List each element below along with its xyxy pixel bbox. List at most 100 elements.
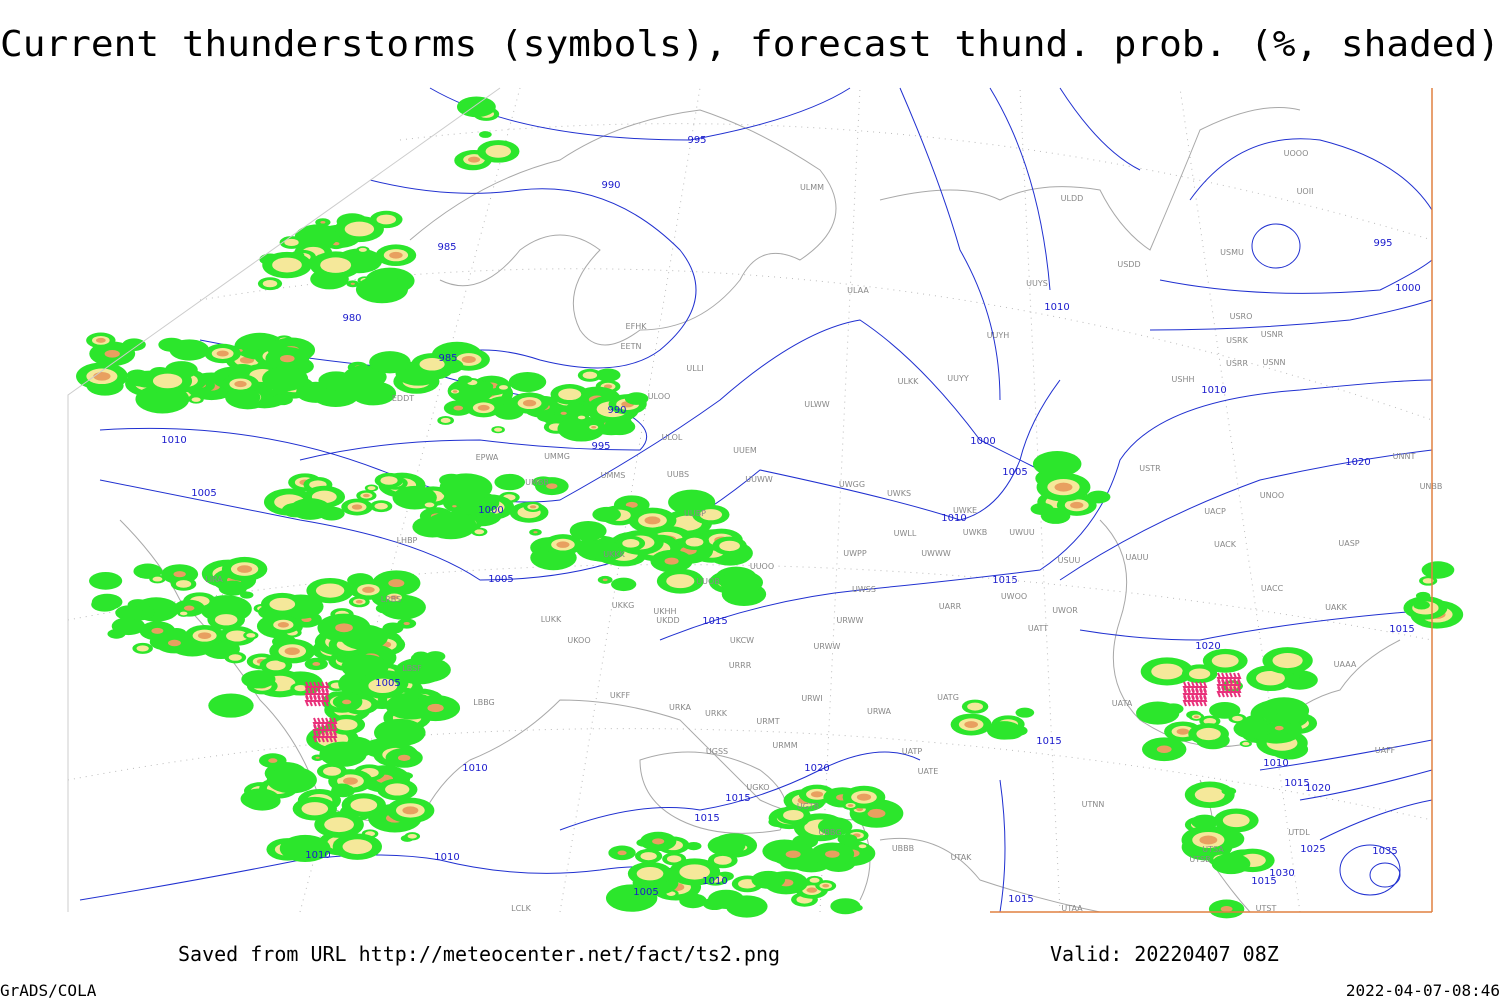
isobar-label: 1030	[1269, 868, 1294, 879]
isobar-label: 1005	[1002, 467, 1027, 478]
station-label: UKFF	[610, 691, 631, 700]
probability-area	[397, 754, 411, 761]
probability-area	[664, 557, 679, 565]
station-label: UAUU	[1125, 553, 1148, 562]
station-label: UMMG	[544, 452, 570, 461]
station-label: URRR	[729, 661, 752, 670]
station-label: UNOO	[1260, 491, 1284, 500]
station-label: UWLL	[894, 529, 917, 538]
isobar-label: 1005	[488, 574, 513, 585]
station-label: UWKB	[963, 528, 988, 537]
probability-area	[266, 766, 317, 794]
probability-area	[268, 758, 278, 763]
probability-area	[460, 385, 481, 397]
storm-symbol	[312, 731, 318, 743]
probability-area	[367, 486, 376, 491]
probability-area	[652, 838, 665, 845]
station-label: UTNN	[1082, 800, 1105, 809]
storm-symbol	[324, 695, 330, 707]
probability-area	[151, 627, 164, 634]
labels: 995 990 985 980 985 990 995 1010 1005 1000 1005 101…	[161, 135, 1442, 913]
probability-area	[595, 368, 621, 382]
station-label: EPWA	[476, 453, 499, 462]
probability-area	[603, 418, 636, 436]
probability-area	[1221, 787, 1237, 795]
probability-area	[671, 515, 703, 531]
probability-area	[498, 385, 508, 390]
station-label: UACK	[1214, 540, 1237, 549]
probability-area	[237, 565, 253, 573]
probability-area	[837, 833, 858, 845]
station-label: UTAA	[1061, 904, 1083, 913]
probability-area	[858, 844, 867, 849]
isobar-label: 1010	[305, 850, 330, 861]
probability-area	[208, 693, 254, 718]
probability-area	[380, 476, 398, 485]
station-label: ULAA	[847, 286, 869, 295]
probability-area	[1015, 707, 1035, 718]
probability-area	[320, 257, 352, 273]
probability-area	[783, 810, 804, 821]
probability-area	[104, 349, 120, 358]
isobar-label: 1010	[1263, 758, 1288, 769]
storm-symbol	[1186, 695, 1192, 707]
probability-area	[399, 772, 413, 780]
probability-area	[558, 388, 582, 401]
probability-area	[719, 540, 740, 552]
probability-area	[228, 654, 242, 661]
probability-area	[389, 251, 403, 259]
station-label: EFHK	[626, 322, 648, 331]
probability-area	[546, 483, 558, 489]
station-label: EDDT	[392, 394, 414, 403]
probability-area	[122, 338, 146, 351]
storm-symbol	[324, 731, 330, 743]
station-label: USRK	[1226, 336, 1248, 345]
station-label: LRBS	[381, 595, 401, 604]
probability-area	[262, 280, 278, 288]
probability-area	[508, 371, 547, 392]
station-label: URWA	[867, 707, 892, 716]
station-label: USUU	[1058, 556, 1081, 565]
station-label: UWUU	[1009, 528, 1035, 537]
station-label: UUYH	[987, 331, 1010, 340]
probability-area	[152, 373, 183, 389]
probability-area	[468, 156, 481, 163]
isobar-label: 1015	[992, 575, 1017, 586]
probability-area	[1274, 725, 1284, 731]
station-label: EETN	[621, 342, 642, 351]
probability-area	[847, 804, 854, 807]
probability-area	[324, 817, 354, 833]
probability-area	[425, 511, 477, 540]
isobar-label: 980	[342, 313, 361, 324]
isobar-label: 1025	[1300, 844, 1325, 855]
isobar-label: 1020	[1305, 783, 1330, 794]
station-label: UKDD	[656, 616, 679, 625]
probability-area	[817, 817, 853, 836]
probability-area	[644, 516, 661, 525]
storm-symbol	[1194, 695, 1200, 707]
station-label: ULKK	[898, 377, 920, 386]
station-label: UATE	[918, 767, 939, 776]
station-label: UACC	[1261, 584, 1284, 593]
probability-area	[191, 397, 201, 402]
station-label: UATT	[1028, 624, 1048, 633]
isobar-label: 1015	[1008, 894, 1033, 905]
probability-area	[640, 852, 657, 861]
probability-area	[605, 884, 658, 912]
isobar-label: 1000	[1395, 283, 1420, 294]
station-label: URMM	[772, 741, 797, 750]
title: Current thunderstorms (symbols), forecas…	[0, 24, 1500, 65]
probability-area	[368, 678, 398, 694]
storm-symbol	[1216, 686, 1222, 698]
probability-area	[806, 887, 818, 893]
station-label: UTSA	[1202, 845, 1224, 854]
probability-area	[389, 595, 399, 600]
station-label: UATG	[937, 693, 959, 702]
probability-area	[679, 864, 710, 880]
isobar-label: 1010	[462, 763, 487, 774]
probability-area	[856, 807, 864, 812]
probability-area	[355, 599, 363, 604]
isobar-label: 1015	[702, 616, 727, 627]
probability-area	[343, 777, 358, 785]
probability-area	[262, 366, 309, 392]
